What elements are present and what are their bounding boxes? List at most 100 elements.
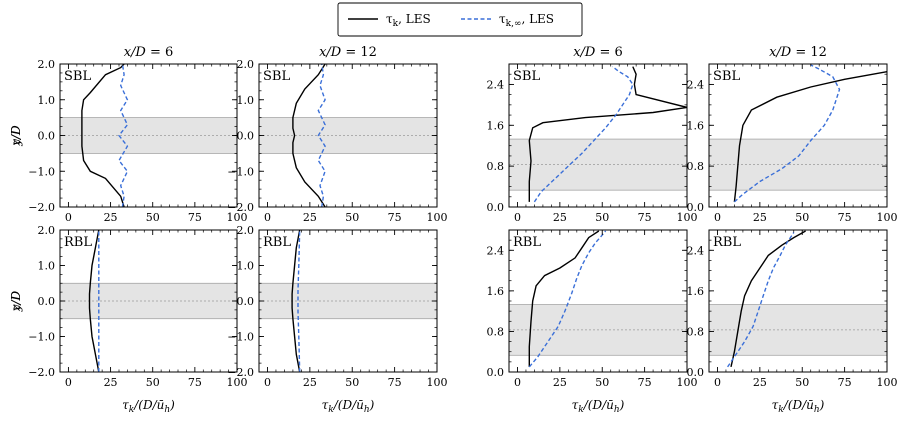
x-tick-label: 50 bbox=[345, 211, 359, 224]
x-axis-label: τk/(D/ūh) bbox=[122, 398, 175, 415]
series-line-tau-k-inf bbox=[317, 64, 326, 207]
x-tick-label: 0 bbox=[65, 211, 72, 224]
x-tick-label: 50 bbox=[795, 211, 809, 224]
y-tick-label: 0.0 bbox=[38, 130, 56, 143]
series-line-tau-k bbox=[88, 230, 100, 372]
x-tick-label: 25 bbox=[104, 211, 118, 224]
y-axis-label: z/D bbox=[9, 125, 23, 146]
x-tick-label: 100 bbox=[227, 376, 248, 389]
y-tick-label: −1.0 bbox=[227, 331, 254, 344]
x-tick-label: 100 bbox=[877, 376, 898, 389]
x-tick-label: 75 bbox=[838, 376, 852, 389]
y-tick-label: 0.8 bbox=[687, 325, 705, 338]
x-tick-label: 50 bbox=[345, 376, 359, 389]
x-tick-label: 25 bbox=[303, 376, 317, 389]
x-tick-label: 75 bbox=[638, 211, 652, 224]
x-tick-label: 50 bbox=[146, 376, 160, 389]
panel-title: x/D = 12 bbox=[319, 45, 377, 60]
y-tick-label: 2.4 bbox=[487, 244, 505, 257]
series-line-tau-k bbox=[81, 64, 125, 207]
x-tick-label: 0 bbox=[514, 211, 521, 224]
y-tick-label: −1.0 bbox=[227, 165, 254, 178]
y-tick-label: −2.0 bbox=[227, 366, 254, 379]
panel-badge: SBL bbox=[713, 69, 740, 84]
y-tick-label: 1.6 bbox=[487, 119, 505, 132]
y-tick-label: −2.0 bbox=[28, 366, 55, 379]
x-tick-label: 0 bbox=[714, 376, 721, 389]
y-tick-label: 2.0 bbox=[38, 58, 56, 71]
panel-5: 0 25 50 75 100 −2.0 −1.0 0.0 1.0 2.0 RBL y/D τk/(D/ū… bbox=[9, 224, 248, 415]
panel-title: x/D = 6 bbox=[573, 45, 623, 60]
x-tick-label: 100 bbox=[877, 211, 898, 224]
panel-badge: RBL bbox=[713, 235, 741, 250]
legend-label-tau-k: τk, LES bbox=[386, 12, 431, 29]
x-tick-label: 75 bbox=[188, 376, 202, 389]
y-tick-label: 0.0 bbox=[487, 366, 505, 379]
x-tick-label: 25 bbox=[753, 211, 767, 224]
legend-box bbox=[337, 2, 583, 37]
panel-title: x/D = 6 bbox=[124, 45, 174, 60]
panel-4: 0 25 50 75 100 0.0 0.8 1.6 2.4 SBL x/D = 12 bbox=[687, 45, 898, 224]
x-tick-label: 75 bbox=[188, 211, 202, 224]
x-tick-label: 25 bbox=[303, 211, 317, 224]
legend-label-tau-k-inf: τk,∞, LES bbox=[499, 12, 554, 29]
x-tick-label: 0 bbox=[514, 376, 521, 389]
y-tick-label: 0.0 bbox=[487, 201, 505, 214]
series-line-tau-k-inf bbox=[118, 64, 129, 207]
panel-badge: RBL bbox=[513, 235, 541, 250]
x-tick-label: 100 bbox=[427, 211, 448, 224]
x-tick-label: 0 bbox=[65, 376, 72, 389]
x-tick-label: 75 bbox=[388, 211, 402, 224]
y-tick-label: 0.0 bbox=[687, 366, 705, 379]
panel-badge: SBL bbox=[263, 69, 290, 84]
panel-8: 0 25 50 75 100 0.0 0.8 1.6 2.4 RBL τk/(D/ūh) bbox=[687, 229, 898, 415]
x-axis-label: τk/(D/ūh) bbox=[322, 398, 375, 415]
series-line-tau-k bbox=[528, 230, 600, 367]
series-line-tau-k-inf bbox=[297, 230, 301, 372]
x-tick-label: 100 bbox=[677, 376, 698, 389]
series-line-tau-k-inf bbox=[528, 230, 607, 368]
series-line-tau-k bbox=[292, 64, 326, 207]
series-line-tau-k bbox=[730, 230, 806, 368]
x-tick-label: 50 bbox=[595, 376, 609, 389]
x-tick-label: 100 bbox=[427, 376, 448, 389]
y-tick-label: −2.0 bbox=[28, 201, 55, 214]
legend: τk, LES τk,∞, LES bbox=[337, 2, 583, 37]
panel-badge: SBL bbox=[64, 69, 91, 84]
y-tick-label: −2.0 bbox=[227, 201, 254, 214]
series-line-tau-k-inf bbox=[727, 232, 795, 368]
y-tick-label: 0.8 bbox=[487, 325, 505, 338]
y-tick-label: 0.8 bbox=[487, 160, 505, 173]
x-tick-label: 25 bbox=[553, 376, 567, 389]
panel-7: 0 25 50 75 100 0.0 0.8 1.6 2.4 RBL z/D τk/(D/ūh) bbox=[9, 229, 698, 415]
x-tick-label: 100 bbox=[677, 211, 698, 224]
y-tick-label: 1.0 bbox=[38, 94, 56, 107]
y-tick-label: 0.0 bbox=[237, 295, 255, 308]
y-tick-label: 0.0 bbox=[687, 201, 705, 214]
y-axis-label: y/D bbox=[9, 125, 23, 147]
x-tick-label: 25 bbox=[753, 376, 767, 389]
y-tick-label: 0.0 bbox=[38, 295, 56, 308]
x-tick-label: 75 bbox=[638, 376, 652, 389]
x-tick-label: 0 bbox=[264, 376, 271, 389]
x-axis-label: τk/(D/ūh) bbox=[572, 398, 625, 415]
panel-badge: SBL bbox=[513, 69, 540, 84]
y-tick-label: 2.0 bbox=[237, 58, 255, 71]
x-tick-label: 0 bbox=[714, 211, 721, 224]
series-line-tau-k bbox=[528, 66, 687, 202]
x-tick-label: 25 bbox=[104, 376, 118, 389]
x-tick-label: 75 bbox=[838, 211, 852, 224]
x-tick-label: 25 bbox=[553, 211, 567, 224]
y-tick-label: 2.4 bbox=[487, 78, 505, 91]
y-tick-label: 1.0 bbox=[38, 260, 56, 273]
panel-1: 0 25 50 75 100 −2.0 −1.0 0.0 1.0 2.0 SBL x/D = 6 y/D bbox=[9, 45, 248, 224]
series-line-tau-k bbox=[733, 71, 887, 202]
x-tick-label: 50 bbox=[795, 376, 809, 389]
x-tick-label: 75 bbox=[388, 376, 402, 389]
x-axis-label: τk/(D/ūh) bbox=[772, 398, 825, 415]
y-tick-label: −1.0 bbox=[28, 331, 55, 344]
y-tick-label: 2.4 bbox=[687, 244, 705, 257]
series-line-tau-k-inf bbox=[533, 66, 634, 203]
